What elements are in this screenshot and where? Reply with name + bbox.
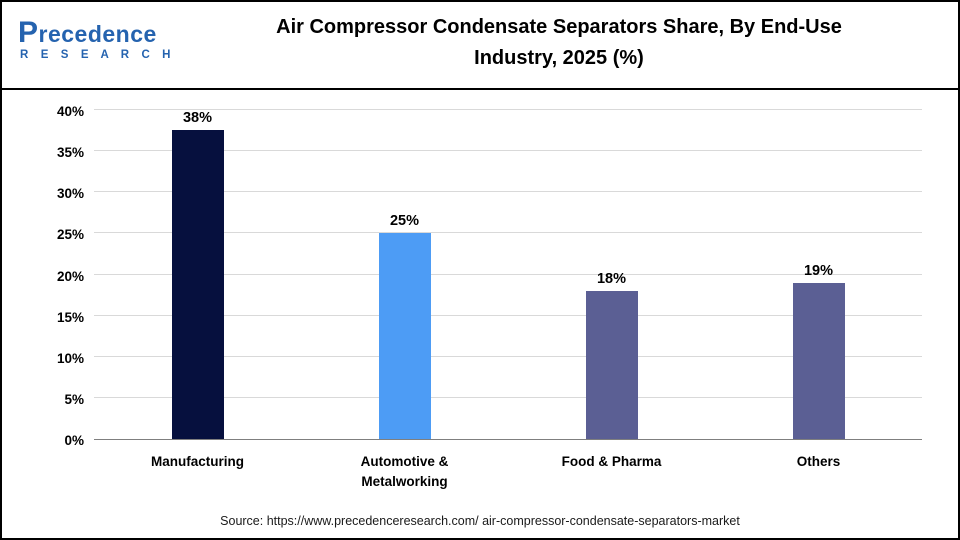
page-title: Air Compressor Condensate Separators Sha… xyxy=(172,12,946,74)
y-axis-tick-label: 30% xyxy=(56,186,84,202)
bar-chart: 0% 5% 10% 15% 20% 25% 30% 35% 40% 38% 25% 18% 19% Ma… xyxy=(2,90,958,538)
gridline xyxy=(94,396,922,398)
logo-brand-name: Precedence xyxy=(18,16,157,49)
gridline xyxy=(94,191,922,193)
bars-container: 38% 25% 18% 19% xyxy=(94,110,922,439)
y-axis-tick-label: 0% xyxy=(64,433,84,448)
bar-column-others: 19% xyxy=(715,110,922,439)
bar-others xyxy=(792,282,845,439)
category-axis: Manufacturing Automotive & Metalworking Fo… xyxy=(94,452,922,493)
bar-column-manufacturing: 38% xyxy=(94,110,301,439)
plot-area: 0% 5% 10% 15% 20% 25% 30% 35% 40% 38% 25% 18% 19% xyxy=(57,104,922,448)
page-title-line-2: Industry, 2025 (%) xyxy=(474,47,644,69)
bar-value-label-others: 19% xyxy=(803,262,834,279)
bar-column-food-pharma: 18% xyxy=(508,110,715,439)
y-axis-tick-label: 25% xyxy=(56,227,84,243)
category-label-automotive-metalworking: Automotive & Metalworking xyxy=(360,454,449,490)
category-label-manufacturing: Manufacturing xyxy=(151,454,244,469)
y-axis-tick-label: 40% xyxy=(56,104,84,119)
gridline xyxy=(94,232,922,234)
source-text: Source: https://www.precedenceresearch.c… xyxy=(220,514,740,528)
gridline xyxy=(94,355,922,357)
gridline xyxy=(94,273,922,275)
y-axis-tick-label: 35% xyxy=(56,145,84,161)
bar-food-pharma xyxy=(585,290,638,439)
logo: Precedence R E S E A R C H xyxy=(18,18,175,62)
bar-value-label-automotive-metalworking: 25% xyxy=(389,213,420,230)
bar-manufacturing xyxy=(171,130,224,439)
gridline xyxy=(94,314,922,316)
y-axis-tick-label: 15% xyxy=(56,309,84,325)
header: Precedence R E S E A R C H Air Compresso… xyxy=(2,2,958,90)
y-axis-tick-label: 10% xyxy=(56,350,84,366)
page-title-line-1: Air Compressor Condensate Separators Sha… xyxy=(276,16,842,38)
y-axis-tick-label: 20% xyxy=(56,268,84,284)
logo-brand-sub: R E S E A R C H xyxy=(20,49,176,61)
gridline xyxy=(94,150,922,152)
bar-value-label-manufacturing: 38% xyxy=(182,110,213,126)
gridline xyxy=(94,109,922,110)
bar-value-label-food-pharma: 18% xyxy=(596,270,627,287)
category-label-food-pharma: Food & Pharma xyxy=(561,454,662,469)
bar-automotive-metalworking xyxy=(378,233,431,439)
y-axis-tick-label: 5% xyxy=(64,391,84,407)
bar-column-automotive-metalworking: 25% xyxy=(301,110,508,439)
category-label-others: Others xyxy=(796,454,841,469)
